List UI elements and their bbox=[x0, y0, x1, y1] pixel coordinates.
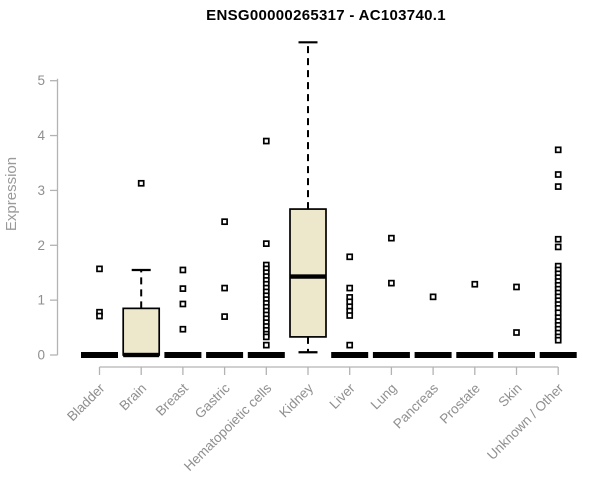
y-tick-label: 0 bbox=[37, 348, 45, 363]
zero-box-bar bbox=[456, 352, 494, 358]
outlier-point bbox=[554, 146, 562, 154]
outlier-point bbox=[221, 284, 228, 292]
zero-box-bar bbox=[372, 352, 410, 358]
outlier-point bbox=[137, 179, 145, 187]
outlier-point bbox=[346, 341, 354, 349]
x-category-label: Unknown / Other bbox=[484, 380, 567, 463]
x-category-label: Breast bbox=[153, 380, 191, 418]
outlier-point bbox=[513, 283, 520, 291]
chart-title: ENSG00000265317 - AC103740.1 bbox=[206, 7, 446, 24]
zero-box-bar bbox=[331, 352, 369, 358]
zero-box-bar bbox=[164, 352, 202, 358]
outlier-point bbox=[554, 171, 562, 178]
outlier-point bbox=[179, 266, 187, 274]
outlier-point bbox=[554, 235, 562, 243]
box bbox=[289, 208, 327, 338]
x-category-label: Pancreas bbox=[390, 380, 441, 431]
median-line bbox=[123, 352, 160, 358]
outlier-point bbox=[513, 329, 520, 336]
outlier-point bbox=[221, 218, 228, 226]
outlier-point bbox=[179, 285, 187, 292]
outlier-point bbox=[179, 300, 187, 308]
outlier-point bbox=[262, 333, 270, 341]
zero-box-bar bbox=[81, 352, 118, 358]
outlier-point bbox=[554, 243, 562, 251]
box bbox=[122, 307, 161, 356]
y-tick-label: 4 bbox=[37, 128, 45, 143]
outlier-point bbox=[554, 183, 562, 190]
zero-box-bar bbox=[414, 352, 452, 358]
x-category-label: Liver bbox=[327, 380, 359, 412]
outlier-point bbox=[429, 293, 437, 301]
outlier-point bbox=[346, 253, 354, 261]
outlier-point bbox=[471, 280, 479, 288]
outlier-point bbox=[262, 341, 270, 349]
outlier-point bbox=[96, 265, 103, 273]
outlier-point bbox=[388, 279, 395, 287]
outlier-point bbox=[96, 312, 103, 320]
x-category-label: Bladder bbox=[64, 380, 108, 424]
outlier-point bbox=[554, 336, 562, 344]
outlier-point bbox=[346, 284, 354, 292]
x-category-label: Prostate bbox=[437, 381, 483, 427]
outlier-point bbox=[262, 137, 270, 145]
y-tick-label: 1 bbox=[37, 293, 45, 308]
x-category-label: Skin bbox=[495, 381, 524, 410]
outlier-point bbox=[179, 325, 187, 333]
outlier-point bbox=[346, 312, 354, 319]
x-category-label: Lung bbox=[368, 381, 400, 413]
y-tick-label: 3 bbox=[37, 183, 45, 198]
median-line bbox=[290, 274, 326, 279]
outlier-point bbox=[388, 234, 395, 242]
outlier-point bbox=[262, 240, 270, 247]
x-category-label: Brain bbox=[116, 381, 149, 414]
outlier-point bbox=[221, 313, 228, 320]
zero-box-bar bbox=[498, 352, 535, 358]
zero-box-bar bbox=[539, 352, 577, 358]
y-tick-label: 2 bbox=[37, 238, 45, 253]
x-category-label: Kidney bbox=[276, 380, 316, 420]
x-category-label: Gastric bbox=[192, 380, 233, 421]
zero-box-bar bbox=[206, 352, 244, 358]
y-tick-label: 5 bbox=[37, 73, 45, 88]
zero-box-bar bbox=[247, 352, 285, 358]
